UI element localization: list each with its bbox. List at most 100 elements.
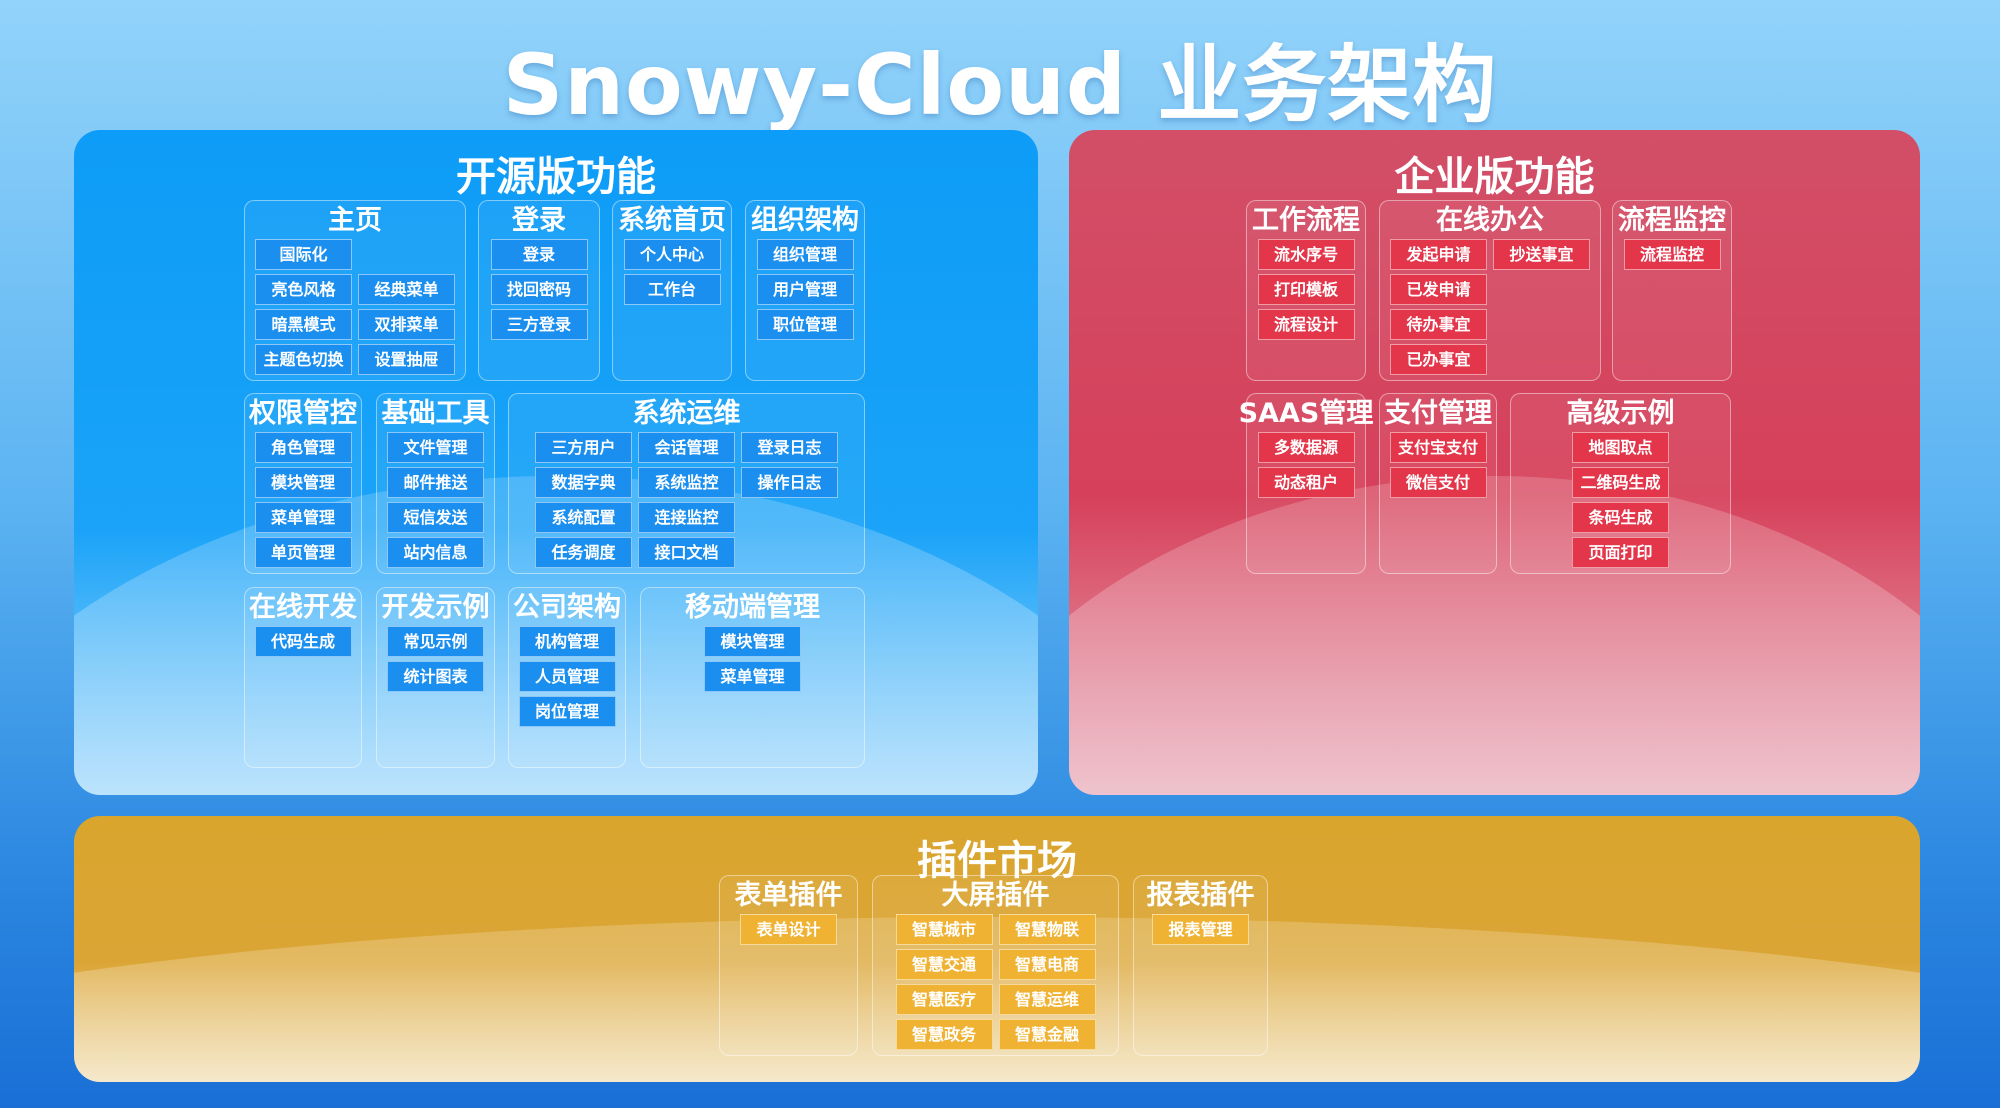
feature-item[interactable]: 机构管理 [518, 626, 616, 657]
feature-item[interactable]: 表单设计 [740, 914, 837, 945]
feature-item[interactable]: 代码生成 [254, 626, 352, 657]
feature-item[interactable]: 智慧运维 [998, 984, 1096, 1015]
feature-item[interactable]: 文件管理 [387, 432, 484, 463]
feature-item[interactable]: 流水序号 [1257, 239, 1355, 270]
group-mobile: 移动端管理 模块管理 菜单管理 [640, 587, 865, 768]
group-report: 报表插件 报表管理 [1133, 875, 1268, 1056]
group-items: 常见示例 统计图表 [387, 626, 484, 692]
item-column: 文件管理邮件推送短信发送站内信息 [387, 432, 484, 568]
group-items: 模块管理 菜单管理 [704, 626, 801, 692]
item-column: 登录找回密码三方登录 [490, 239, 588, 340]
feature-item[interactable]: 流程监控 [1623, 239, 1721, 270]
feature-item[interactable]: 已办事宜 [1390, 344, 1487, 375]
feature-item[interactable]: 登录 [490, 239, 588, 270]
feature-item[interactable]: 任务调度 [535, 537, 632, 568]
feature-item[interactable]: 智慧物联 [998, 914, 1096, 945]
feature-item[interactable]: 亮色风格 [255, 274, 352, 305]
feature-item[interactable]: 设置抽屉 [358, 344, 455, 375]
feature-item[interactable]: 职位管理 [756, 309, 854, 340]
group-title: 基础工具 [381, 398, 490, 429]
feature-item[interactable]: 暗黑模式 [255, 309, 352, 340]
feature-item[interactable]: 登录日志 [741, 432, 838, 463]
feature-item[interactable]: 单页管理 [254, 537, 352, 568]
feature-item[interactable]: 岗位管理 [518, 696, 616, 727]
item-column: 智慧城市智慧交通智慧医疗智慧政务 [895, 914, 993, 1050]
feature-item[interactable]: 二维码生成 [1572, 467, 1669, 498]
feature-item[interactable]: 微信支付 [1389, 467, 1487, 498]
feature-item[interactable]: 模块管理 [704, 626, 801, 657]
item-column: 经典菜单双排菜单设置抽屉 [358, 274, 455, 375]
group-items: 国际化 亮色风格 暗黑模式 主题色切换 经典菜单 双排菜单 设置抽屉 [255, 239, 455, 375]
group-items: 地图取点二维码生成条码生成页面打印 [1572, 432, 1669, 568]
feature-item[interactable]: 接口文档 [638, 537, 735, 568]
feature-item[interactable]: 统计图表 [387, 661, 484, 692]
group-items: 表单设计 [740, 914, 837, 945]
feature-item[interactable]: 报表管理 [1152, 914, 1249, 945]
group-auth: 权限管控 角色管理 模块管理 菜单管理 单页管理 [244, 393, 362, 574]
feature-item[interactable]: 连接监控 [638, 502, 735, 533]
feature-item[interactable]: 三方登录 [490, 309, 588, 340]
feature-item[interactable]: 智慧交通 [895, 949, 993, 980]
feature-item[interactable]: 条码生成 [1572, 502, 1669, 533]
feature-item[interactable]: 主题色切换 [255, 344, 352, 375]
feature-item[interactable]: 工作台 [623, 274, 721, 305]
item-column: 会话管理系统监控连接监控接口文档 [638, 432, 735, 568]
group-title: 在线办公 [1436, 205, 1544, 236]
group-title: SAAS管理 [1238, 398, 1374, 429]
feature-item[interactable]: 抄送事宜 [1493, 239, 1590, 270]
feature-item[interactable]: 三方用户 [535, 432, 632, 463]
group-items: 组织管理用户管理职位管理 [756, 239, 854, 340]
feature-item[interactable]: 个人中心 [623, 239, 721, 270]
group-screen: 大屏插件 智慧城市 智慧交通 智慧医疗 智慧政务 智慧物联 智慧电商 智慧运维 智慧金融 [872, 875, 1119, 1056]
feature-item[interactable]: 会话管理 [638, 432, 735, 463]
feature-item[interactable]: 打印模板 [1257, 274, 1355, 305]
feature-item[interactable]: 邮件推送 [387, 467, 484, 498]
feature-item[interactable]: 智慧医疗 [895, 984, 993, 1015]
page-title: Snowy-Cloud 业务架构 [502, 36, 1498, 134]
feature-item[interactable]: 用户管理 [756, 274, 854, 305]
feature-item[interactable]: 发起申请 [1390, 239, 1487, 270]
group-org: 组织架构 组织管理 用户管理 职位管理 [745, 200, 865, 381]
feature-item[interactable]: 智慧电商 [998, 949, 1096, 980]
item-column: 代码生成 [254, 626, 352, 657]
feature-item[interactable]: 流程设计 [1257, 309, 1355, 340]
feature-item[interactable]: 国际化 [255, 239, 352, 270]
feature-item[interactable]: 站内信息 [387, 537, 484, 568]
feature-item[interactable]: 短信发送 [387, 502, 484, 533]
feature-item[interactable]: 双排菜单 [358, 309, 455, 340]
feature-item[interactable]: 人员管理 [518, 661, 616, 692]
feature-item[interactable]: 智慧城市 [895, 914, 993, 945]
item-column: 表单设计 [740, 914, 837, 945]
feature-item[interactable]: 智慧政务 [895, 1019, 993, 1050]
feature-item[interactable]: 经典菜单 [358, 274, 455, 305]
item-column: 流程监控 [1623, 239, 1721, 270]
feature-item[interactable]: 菜单管理 [254, 502, 352, 533]
feature-item[interactable]: 动态租户 [1257, 467, 1355, 498]
group-items: 角色管理模块管理菜单管理单页管理 [254, 432, 352, 568]
feature-item[interactable]: 支付宝支付 [1389, 432, 1487, 463]
feature-item[interactable]: 数据字典 [535, 467, 632, 498]
feature-item[interactable]: 常见示例 [387, 626, 484, 657]
feature-item[interactable]: 待办事宜 [1390, 309, 1487, 340]
feature-item[interactable]: 角色管理 [254, 432, 352, 463]
item-column: 角色管理模块管理菜单管理单页管理 [254, 432, 352, 568]
feature-item[interactable]: 组织管理 [756, 239, 854, 270]
enterprise-title: 企业版功能 [1394, 154, 1595, 200]
feature-item[interactable]: 已发申请 [1390, 274, 1487, 305]
group-items: 流程监控 [1623, 239, 1721, 270]
feature-item[interactable]: 智慧金融 [998, 1019, 1096, 1050]
group-title: 公司架构 [513, 592, 621, 623]
feature-item[interactable]: 页面打印 [1572, 537, 1669, 568]
item-column: 多数据源 动态租户 [1257, 432, 1355, 498]
feature-item[interactable]: 系统监控 [638, 467, 735, 498]
feature-item[interactable]: 系统配置 [535, 502, 632, 533]
feature-item[interactable]: 多数据源 [1257, 432, 1355, 463]
group-title: 登录 [512, 205, 566, 236]
group-index: 系统首页 个人中心 工作台 [612, 200, 732, 381]
feature-item[interactable]: 菜单管理 [704, 661, 801, 692]
feature-item[interactable]: 操作日志 [741, 467, 838, 498]
feature-item[interactable]: 找回密码 [490, 274, 588, 305]
feature-item[interactable]: 地图取点 [1572, 432, 1669, 463]
feature-item[interactable]: 模块管理 [254, 467, 352, 498]
group-title: 大屏插件 [941, 880, 1050, 911]
